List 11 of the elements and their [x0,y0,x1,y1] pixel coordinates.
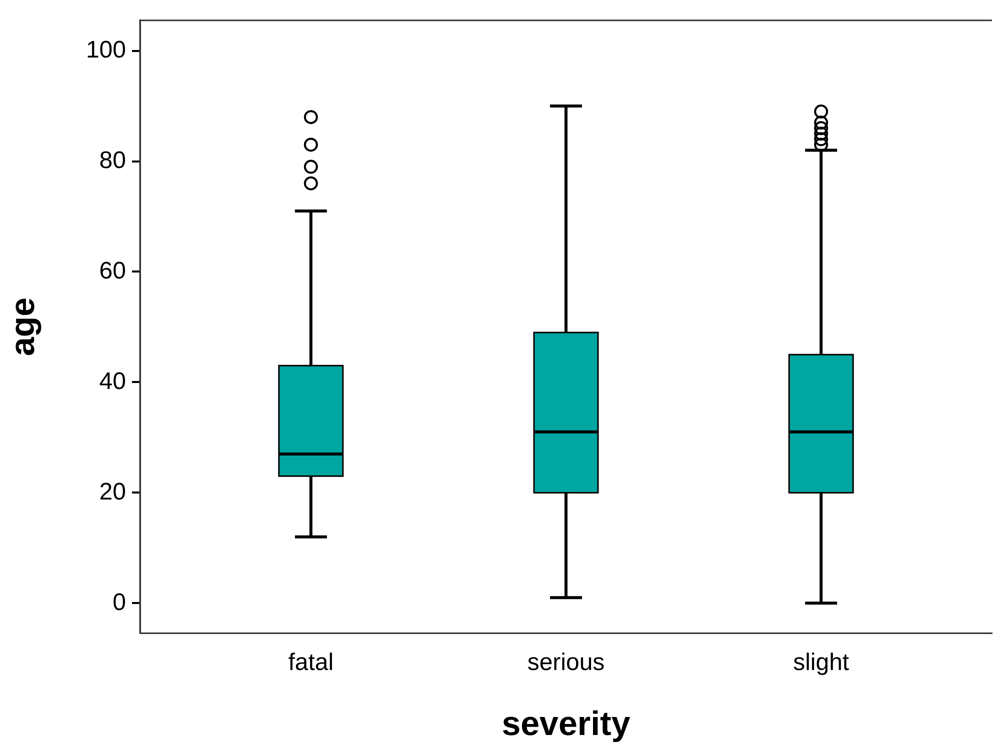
y-tick-label: 60 [99,257,126,284]
x-tick-label: serious [527,649,605,676]
y-tick-label: 0 [112,588,126,616]
y-axis-title: age [4,297,42,356]
y-tick-label: 20 [99,478,126,506]
x-tick-label: slight [793,649,850,676]
y-tick-label: 80 [99,146,126,174]
x-tick-label: fatal [288,649,334,676]
x-axis-title: severity [502,704,630,743]
y-tick-label: 40 [99,368,126,395]
y-tick-label: 100 [86,36,126,64]
